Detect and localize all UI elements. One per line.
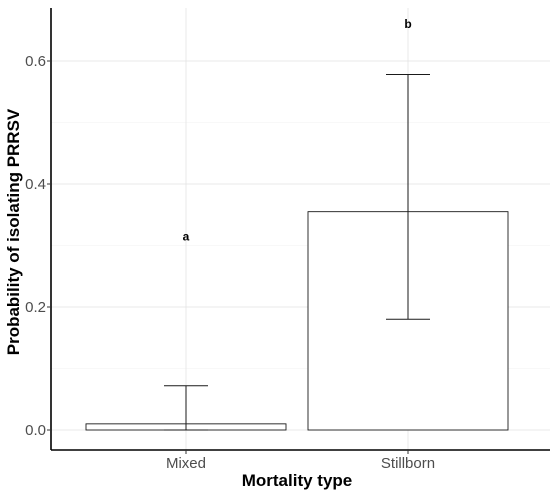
error-bars	[164, 74, 430, 431]
axes	[50, 8, 550, 451]
y-tick-label: 0.2	[25, 299, 46, 316]
x-tick-label: Stillborn	[381, 455, 435, 472]
y-ticks: 0.0 0.2 0.4 0.6	[25, 53, 51, 439]
y-tick-label: 0.4	[25, 176, 46, 193]
significance-letter-b: b	[404, 17, 411, 31]
significance-letters: ab	[183, 17, 412, 243]
x-axis-title: Mortality type	[242, 471, 353, 490]
y-tick-label: 0.6	[25, 53, 46, 70]
significance-letter-a: a	[183, 229, 190, 243]
y-axis-title: Probability of isolating PRRSV	[4, 108, 23, 355]
x-ticks: Mixed Stillborn	[166, 450, 435, 472]
bars	[85, 211, 509, 431]
x-tick-label: Mixed	[166, 455, 206, 472]
y-tick-label: 0.0	[25, 422, 46, 439]
